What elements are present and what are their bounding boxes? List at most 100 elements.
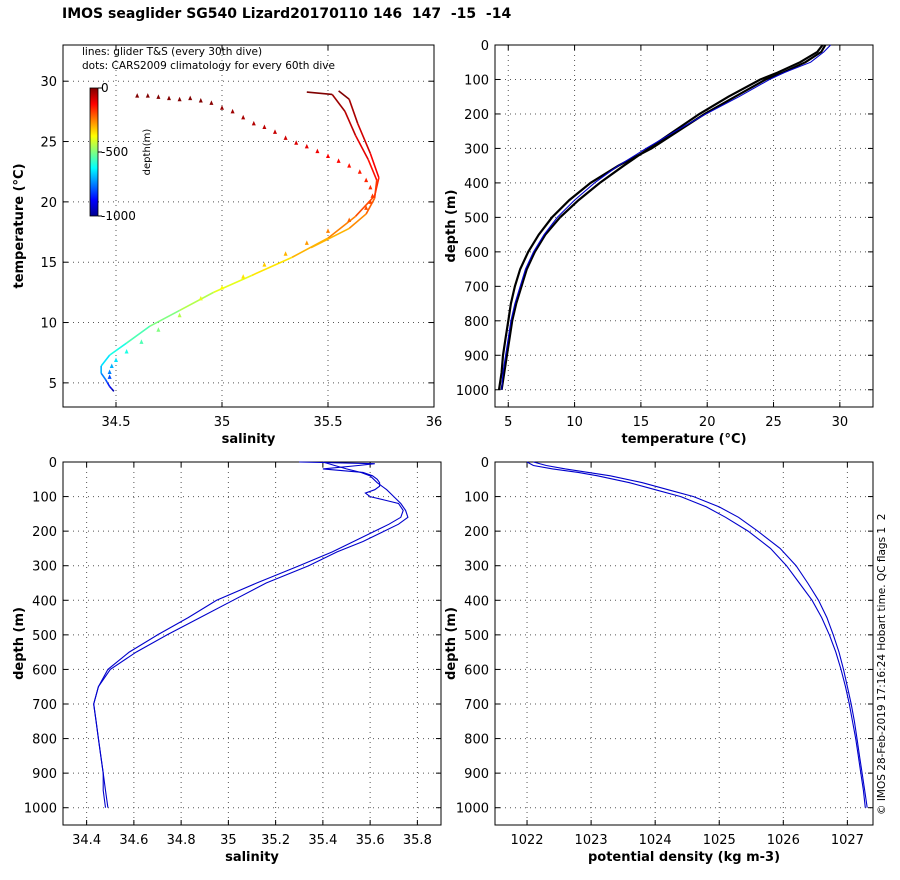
colorbar: 0 -500 -1000 depth(m) <box>89 81 153 223</box>
climatology-point <box>336 158 341 163</box>
x-tick-label: 36 <box>426 415 443 430</box>
glider-ts-segment <box>100 354 111 367</box>
glider-ts-segment <box>100 372 107 380</box>
y-tick-label: 100 <box>464 491 489 506</box>
y-tick-label: 1000 <box>24 802 57 817</box>
climatology-point <box>315 148 320 154</box>
series-line-glider-2 <box>533 461 868 808</box>
climatology-point <box>145 93 150 98</box>
glider-ts-segment <box>310 227 350 249</box>
x-axis-label: potential density (kg m-3) <box>588 850 780 865</box>
climatology-point <box>209 100 214 105</box>
y-tick-label: 25 <box>40 136 57 151</box>
climatology-point <box>357 169 362 174</box>
y-tick-label: 500 <box>464 629 489 644</box>
y-tick-label: 200 <box>32 525 57 540</box>
y-tick-label: 400 <box>464 177 489 192</box>
glider-ts-segment <box>331 93 346 112</box>
glider-ts-segment <box>348 213 367 230</box>
glider-ts-segment <box>344 111 357 136</box>
glider-ts-segment <box>338 90 350 100</box>
y-tick-label: 500 <box>32 629 57 644</box>
climatology-point <box>107 374 112 379</box>
y-tick-label: 700 <box>464 280 489 295</box>
climatology-point <box>283 251 288 256</box>
x-tick-label: 5 <box>504 415 512 430</box>
y-axis-label: depth (m) <box>444 607 459 680</box>
climatology-point <box>135 93 140 98</box>
y-tick-label: 900 <box>464 767 489 782</box>
axes-frame <box>62 44 435 408</box>
y-tick-label: 300 <box>464 142 489 157</box>
climatology-point <box>241 114 246 120</box>
y-axis-label: depth (m) <box>12 607 27 680</box>
y-tick-label: 0 <box>481 456 489 471</box>
chart-ts: 34.5 35 35.5 36 5 10 15 20 25 30 salinity temperatu… <box>12 44 443 447</box>
climatology-point <box>368 199 373 204</box>
climatology-point <box>368 184 373 190</box>
climatology-point <box>241 274 246 279</box>
climatology-point <box>139 339 144 344</box>
y-tick-label: 15 <box>40 256 57 271</box>
climatology-point <box>364 177 369 183</box>
glider-ts-segment <box>291 237 329 259</box>
y-tick-label: 800 <box>464 315 489 330</box>
y-tick-label: 400 <box>32 594 57 609</box>
climatology-point <box>220 105 224 110</box>
y-tick-label: 1000 <box>456 384 489 399</box>
climatology-point <box>156 327 161 332</box>
x-tick-label: 1027 <box>831 833 864 848</box>
y-tick-label: 0 <box>49 456 57 471</box>
climatology-point <box>273 129 277 134</box>
axes-frame <box>62 461 442 826</box>
x-tick-label: 35.8 <box>403 833 432 848</box>
x-tick-label: 1025 <box>703 833 736 848</box>
glider-ts-segment <box>126 325 151 344</box>
climatology-point <box>198 295 203 301</box>
axes-frame <box>494 44 874 408</box>
x-tick-label: 35.5 <box>314 415 343 430</box>
x-tick-label: 20 <box>699 415 716 430</box>
glider-ts-segment <box>369 153 380 178</box>
glider-ts-segment <box>348 99 359 124</box>
x-axis-label: temperature (°C) <box>621 432 746 447</box>
x-tick-label: 35.6 <box>356 833 385 848</box>
x-tick-label: 10 <box>566 415 583 430</box>
y-tick-label: 700 <box>464 698 489 713</box>
climatology-point <box>198 98 203 103</box>
climatology-point <box>364 205 369 210</box>
climatology-point <box>262 124 267 130</box>
glider-ts-segment <box>367 159 378 181</box>
y-tick-label: 600 <box>464 663 489 678</box>
glider-ts-segment <box>213 274 253 294</box>
axes-frame <box>494 461 874 826</box>
climatology-point <box>251 120 256 126</box>
climatology-point <box>220 285 224 290</box>
y-tick-label: 600 <box>464 246 489 261</box>
chart-temp_depth: 5 10 15 20 25 3001002003004005006007008009001… <box>444 39 874 447</box>
x-tick-label: 25 <box>765 415 782 430</box>
y-tick-label: 5 <box>49 377 57 392</box>
climatology-point <box>188 95 193 101</box>
x-tick-label: 1022 <box>510 833 543 848</box>
climatology-point <box>107 369 112 375</box>
climatology-point <box>304 143 309 149</box>
glider-ts-segment <box>306 91 333 96</box>
x-tick-label: 34.6 <box>119 833 148 848</box>
series-line-glider-2 <box>93 461 409 808</box>
y-tick-label: 100 <box>32 491 57 506</box>
series-line-climatology <box>501 44 831 390</box>
x-axis-label: salinity <box>222 432 276 447</box>
climatology-point <box>230 108 235 114</box>
y-tick-label: 20 <box>40 196 57 211</box>
series-line-glider-2 <box>497 44 827 390</box>
glider-ts-segment <box>111 388 115 392</box>
x-tick-label: 1023 <box>575 833 608 848</box>
glider-ts-segment <box>365 197 376 215</box>
colorbar-scale <box>89 87 99 217</box>
climatology-point <box>124 348 129 354</box>
x-tick-label: 1026 <box>767 833 800 848</box>
climatology-point <box>109 363 114 368</box>
glider-ts-segment <box>149 309 180 327</box>
y-tick-label: 800 <box>464 733 489 748</box>
